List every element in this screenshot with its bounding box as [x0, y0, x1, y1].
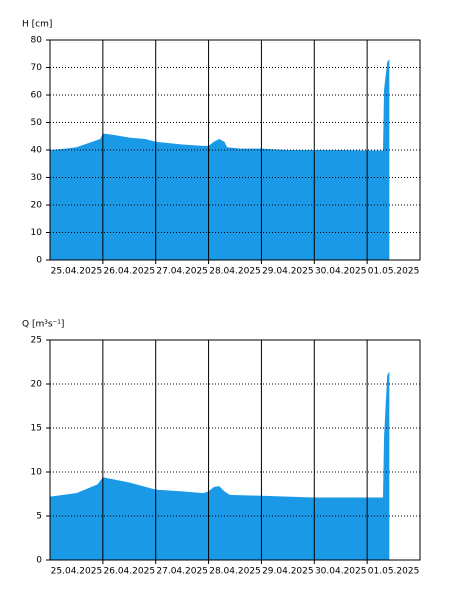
- x-tick-label: 30.04.2025: [315, 567, 367, 577]
- x-tick-label: 25.04.2025: [51, 567, 103, 577]
- y-tick-label: 5: [36, 512, 42, 522]
- plot-frame: [49, 39, 421, 261]
- y-tick-label: 20: [31, 201, 43, 211]
- y-tick-label: 25: [31, 336, 42, 346]
- x-tick-label: 27.04.2025: [156, 567, 208, 577]
- y-axis-label: Q [m³s⁻¹]: [22, 320, 64, 330]
- y-tick-label: 10: [31, 468, 43, 478]
- x-tick-label: 25.04.2025: [51, 267, 103, 277]
- y-tick-label: 10: [31, 228, 43, 238]
- x-tick-label: 28.04.2025: [209, 267, 261, 277]
- x-tick-label: 01.05.2025: [368, 267, 420, 277]
- area: [50, 59, 390, 260]
- x-tick-label: 29.04.2025: [262, 567, 314, 577]
- y-tick-label: 60: [31, 91, 43, 101]
- x-tick-label: 26.04.2025: [104, 567, 156, 577]
- y-tick-label: 70: [31, 63, 43, 73]
- y-tick-label: 40: [31, 146, 43, 156]
- y-tick-label: 30: [31, 173, 43, 183]
- x-tick-label: 01.05.2025: [368, 567, 420, 577]
- plot-frame: [49, 339, 421, 561]
- y-axis-label: H [cm]: [22, 20, 52, 30]
- y-tick-label: 50: [31, 118, 43, 128]
- y-tick-label: 80: [31, 36, 43, 46]
- y-tick-label: 0: [36, 256, 42, 266]
- y-tick-label: 15: [31, 424, 42, 434]
- y-tick-label: 20: [31, 380, 43, 390]
- y-tick-label: 0: [36, 556, 42, 566]
- x-tick-label: 26.04.2025: [104, 267, 156, 277]
- x-tick-label: 29.04.2025: [262, 267, 314, 277]
- x-tick-label: 30.04.2025: [315, 267, 367, 277]
- x-tick-label: 27.04.2025: [156, 267, 208, 277]
- x-tick-label: 28.04.2025: [209, 567, 261, 577]
- area: [50, 371, 390, 560]
